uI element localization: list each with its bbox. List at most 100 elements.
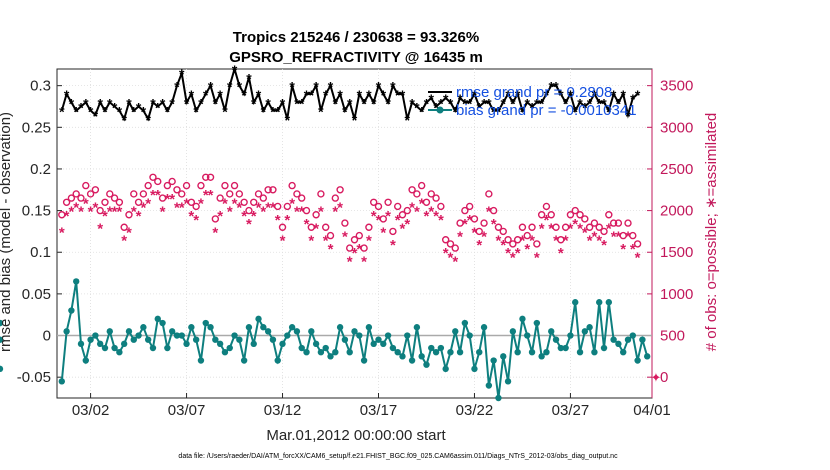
rmse-point: * [150,95,156,111]
obs-possible-point [441,236,450,244]
obs-possible-point [346,244,354,252]
obs-assimilated-point: * [376,212,382,229]
bias-point [245,324,253,331]
obs-possible-point [384,198,392,206]
bias-point [125,328,133,335]
obs-possible-point [360,244,368,252]
rmse-point: * [285,112,291,128]
obs-possible-point [82,181,90,190]
rmse-point: * [328,79,334,95]
rmse-point: * [381,87,387,103]
obs-possible-point [302,206,311,215]
obs-possible-point [480,219,488,227]
obs-assimilated-point: * [515,245,521,262]
obs-possible-point [134,198,143,206]
bias-point [356,332,363,339]
obs-possible-point [115,198,124,206]
obs-possible-point [403,206,411,215]
bias-point [216,340,224,348]
y-right-tick-label: 2500 [660,161,693,178]
y-right-tick-label: 1000 [660,286,693,303]
bias-point [92,332,99,339]
bias-point [264,328,272,335]
obs-assimilated-point: * [635,249,641,266]
rmse-point: * [635,87,641,103]
rmse-point: * [568,87,574,103]
obs-assimilated-point: * [270,199,276,216]
obs-possible-point [533,240,541,248]
obs-assimilated-point: * [179,199,185,216]
obs-assimilated-point: * [246,216,252,233]
bias-point [634,357,641,364]
bias-point [346,348,353,356]
bias-point [135,332,142,339]
bias-point [164,344,171,352]
rmse-point: * [261,104,267,120]
bias-point [332,348,339,356]
obs-assimilated-point: * [284,212,290,229]
x-tick-label: 03/02 [72,402,110,419]
obs-assimilated-point: * [83,195,89,212]
bias-point [591,348,598,356]
bias-point [173,332,181,339]
obs-assimilated-point: * [596,233,602,250]
obs-assimilated-point: * [476,237,482,254]
obs-possible-point [547,211,555,219]
bias-point [466,332,473,339]
obs-assimilated-point: * [472,224,478,241]
obs-assimilated-point: * [136,208,142,225]
rmse-point: * [371,95,377,111]
obs-possible-point [542,202,551,211]
obs-possible-point [408,186,416,194]
rmse-point: * [572,104,578,120]
obs-assimilated-point: * [169,191,175,208]
obs-assimilated-point: * [428,204,434,221]
rmse-point: * [121,112,127,128]
rmse-point: * [299,95,305,111]
bias-point [111,344,118,352]
rmse-point: * [481,95,487,111]
obs-assimilated-point: * [419,195,425,212]
obs-assimilated-point: * [443,245,449,262]
obs-possible-point [154,177,162,186]
rmse-point: * [213,95,219,111]
obs-assimilated-point: * [544,212,550,229]
bias-point [408,357,416,364]
rmse-point: * [582,99,588,115]
rmse-point: * [424,95,430,111]
obs-assimilated-point: * [222,195,228,212]
obs-possible-point [374,202,383,211]
bias-point [394,348,401,356]
obs-assimilated-point: * [438,212,444,229]
bias-point [168,328,176,335]
obs-possible-point [389,227,397,236]
obs-possible-point [230,181,239,190]
obs-assimilated-point: * [630,241,636,258]
rmse-point: * [227,79,233,95]
rmse-point: * [251,95,257,111]
rmse-point: * [625,108,631,124]
obs-possible-point [77,194,85,202]
obs-possible-point [163,181,172,190]
legend-bias-label: bias grand pr = -0.0010341 [456,102,637,119]
obs-assimilated-point: * [467,212,473,229]
y-right-tick-label: 2000 [660,203,693,220]
rmse-point: * [620,87,626,103]
rmse-point: * [217,87,223,103]
obs-assimilated-point: * [448,249,454,266]
rmse-point: * [112,99,118,115]
obs-possible-point [274,202,282,211]
obs-possible-point [86,190,95,198]
obs-assimilated-point: * [265,199,271,216]
bias-point [68,307,75,314]
rmse-point: * [534,95,540,111]
obs-possible-point [322,223,330,231]
y-left-tick-label: 0.25 [22,119,51,136]
rmse-point: * [477,99,483,115]
bias-point [480,324,488,331]
bias-point [596,299,603,306]
rmse-point: * [525,95,531,111]
rmse-point: * [337,87,343,103]
obs-possible-point [178,190,186,198]
y-right-tick-label: 3000 [660,119,693,136]
